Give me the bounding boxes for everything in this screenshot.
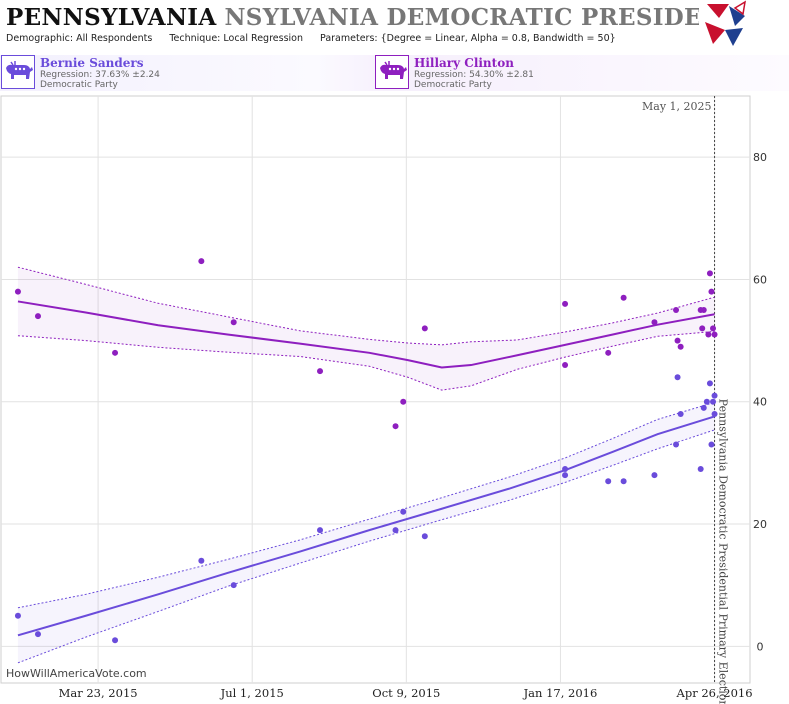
poll-point [605,349,612,356]
poll-point [697,465,704,472]
poll-point [421,325,428,332]
poll-point [198,258,205,265]
poll-point [562,472,569,479]
x-tick-label: Mar 23, 2015 [59,686,138,700]
x-tick-label: Apr 26, 2016 [676,686,753,700]
y-tick-label: 40 [753,396,767,409]
confidence-lower [17,429,715,664]
poll-point [14,612,21,619]
poll-point [699,325,706,332]
poll-point [673,441,680,448]
poll-point [703,398,710,405]
poll-point [711,331,718,338]
poll-point [317,527,324,534]
site-credit: HowWillAmericaVote.com [6,667,147,680]
poll-point [700,404,707,411]
poll-point [14,288,21,295]
poll-point [711,392,718,399]
confidence-upper [17,401,715,609]
param-key: Demographic: [6,33,74,44]
y-tick-label: 20 [753,518,767,531]
y-tick-label: 0 [757,640,764,653]
poll-point [400,508,407,515]
param-key: Technique: [169,33,221,44]
donkey-icon [1,55,35,89]
regression-line [17,300,715,369]
candidate-sanders[interactable]: Bernie Sanders Regression: 37.63% ±2.24 … [1,55,371,91]
plot-area [0,95,751,684]
candidate-party: Democratic Party [40,80,118,90]
election-marker-label: Pennsylvania Democratic Presidential Pri… [717,399,730,704]
poll-point [706,270,713,277]
parameters-line: Demographic: All Respondents Technique: Lo… [6,33,630,44]
poll-point [711,410,718,417]
candidate-regression: Regression: 54.30% ±2.81 [414,70,534,80]
poll-point [700,307,707,314]
candidate-name: Hillary Clinton [414,56,514,70]
poll-point [673,307,680,314]
candidate-party: Democratic Party [414,80,492,90]
poll-point [651,472,658,479]
poll-point [392,423,399,430]
poll-point [710,398,717,405]
poll-point [708,288,715,295]
chart-title: PENNSYLVANIA NSYLVANIA DEMOCRATIC PRESIDE… [6,4,746,34]
poll-point [230,319,237,326]
site-logo-icon [699,0,751,48]
y-tick-label: 60 [753,273,767,286]
poll-point [317,368,324,375]
param-value: {Degree = Linear, Alpha = 0.8, Bandwidth… [380,33,616,44]
confidence-band [17,267,715,391]
poll-point [674,374,681,381]
poll-point [605,478,612,485]
poll-point [198,557,205,564]
poll-point [562,300,569,307]
param-value: Local Regression [223,33,303,44]
poll-point [112,349,119,356]
poll-point [651,319,658,326]
election-marker-date: May 1, 2025 [642,100,712,113]
x-tick-label: Jul 1, 2015 [220,686,284,700]
poll-point [706,380,713,387]
poll-point [620,478,627,485]
poll-point [400,398,407,405]
title-state: PENNSYLVANIA [6,4,217,31]
y-tick-label: 80 [753,151,767,164]
poll-point [230,582,237,589]
param-key: Parameters: [320,33,378,44]
poll-point [562,465,569,472]
poll-point [710,325,717,332]
candidate-regression: Regression: 37.63% ±2.24 [40,70,160,80]
confidence-band [17,402,715,663]
param-value: All Respondents [76,33,153,44]
x-tick-label: Oct 9, 2015 [372,686,440,700]
title-race: NSYLVANIA DEMOCRATIC PRESIDENTIAL PRIM [224,4,746,31]
poll-point [421,533,428,540]
poll-point [677,410,684,417]
poll-point [562,362,569,369]
poll-point [34,631,41,638]
poll-point [34,313,41,320]
regression-line [17,415,715,637]
donkey-icon [375,55,409,89]
poll-point [392,527,399,534]
poll-point [112,637,119,644]
candidate-clinton[interactable]: Hillary Clinton Regression: 54.30% ±2.81… [375,55,775,91]
confidence-upper [17,266,715,346]
x-tick-label: Jan 17, 2016 [523,686,598,700]
poll-point [708,441,715,448]
poll-point [677,343,684,350]
poll-point [620,294,627,301]
poll-point [674,337,681,344]
candidate-name: Bernie Sanders [40,56,144,70]
confidence-lower [17,330,715,391]
poll-point [705,331,712,338]
